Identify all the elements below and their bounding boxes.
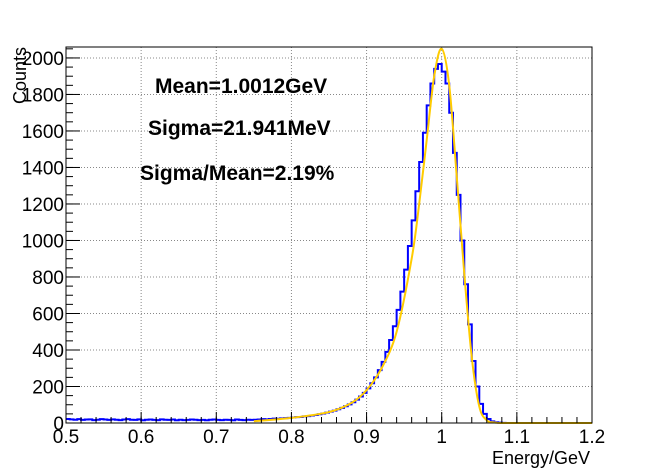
x-tick-label: 1.1	[504, 427, 530, 448]
y-tick-label: 1800	[22, 85, 64, 106]
plot-frame	[65, 46, 593, 424]
axis-ticks: 0.5 0.6 0.7 0.8 0.9 1 1.1 1.2 0 200 400 600 800 1000 1…	[22, 48, 605, 448]
annotation-mean: Mean=1.0012GeV	[155, 75, 327, 98]
x-tick-label: 1	[436, 427, 447, 448]
annotation-sigma: Sigma=21.941MeV	[148, 117, 331, 140]
x-tick-label: 0.7	[203, 427, 229, 448]
fit-curve	[253, 47, 592, 425]
x-tick-label: 0.9	[353, 427, 379, 448]
y-tick-label: 1600	[22, 122, 64, 143]
x-tick-label: 0.6	[128, 427, 154, 448]
y-tick-label: 1000	[22, 231, 64, 252]
y-tick-label: 1200	[22, 195, 64, 216]
x-tick-label: 0.8	[278, 427, 304, 448]
y-tick-label: 2000	[22, 49, 64, 70]
grid	[66, 47, 592, 423]
y-tick-label: 0	[53, 414, 64, 435]
y-tick-label: 1400	[22, 158, 64, 179]
x-axis-label: Energy/GeV	[492, 448, 590, 468]
y-tick-label: 600	[32, 304, 64, 325]
x-tick-label: 1.2	[579, 427, 605, 448]
y-axis-label: Counts	[10, 47, 30, 104]
y-tick-label: 200	[32, 377, 64, 398]
y-tick-label: 800	[32, 268, 64, 289]
annotation-ratio: Sigma/Mean=2.19%	[140, 162, 335, 185]
y-tick-label: 400	[32, 341, 64, 362]
x-tick-label: 0.5	[53, 427, 79, 448]
